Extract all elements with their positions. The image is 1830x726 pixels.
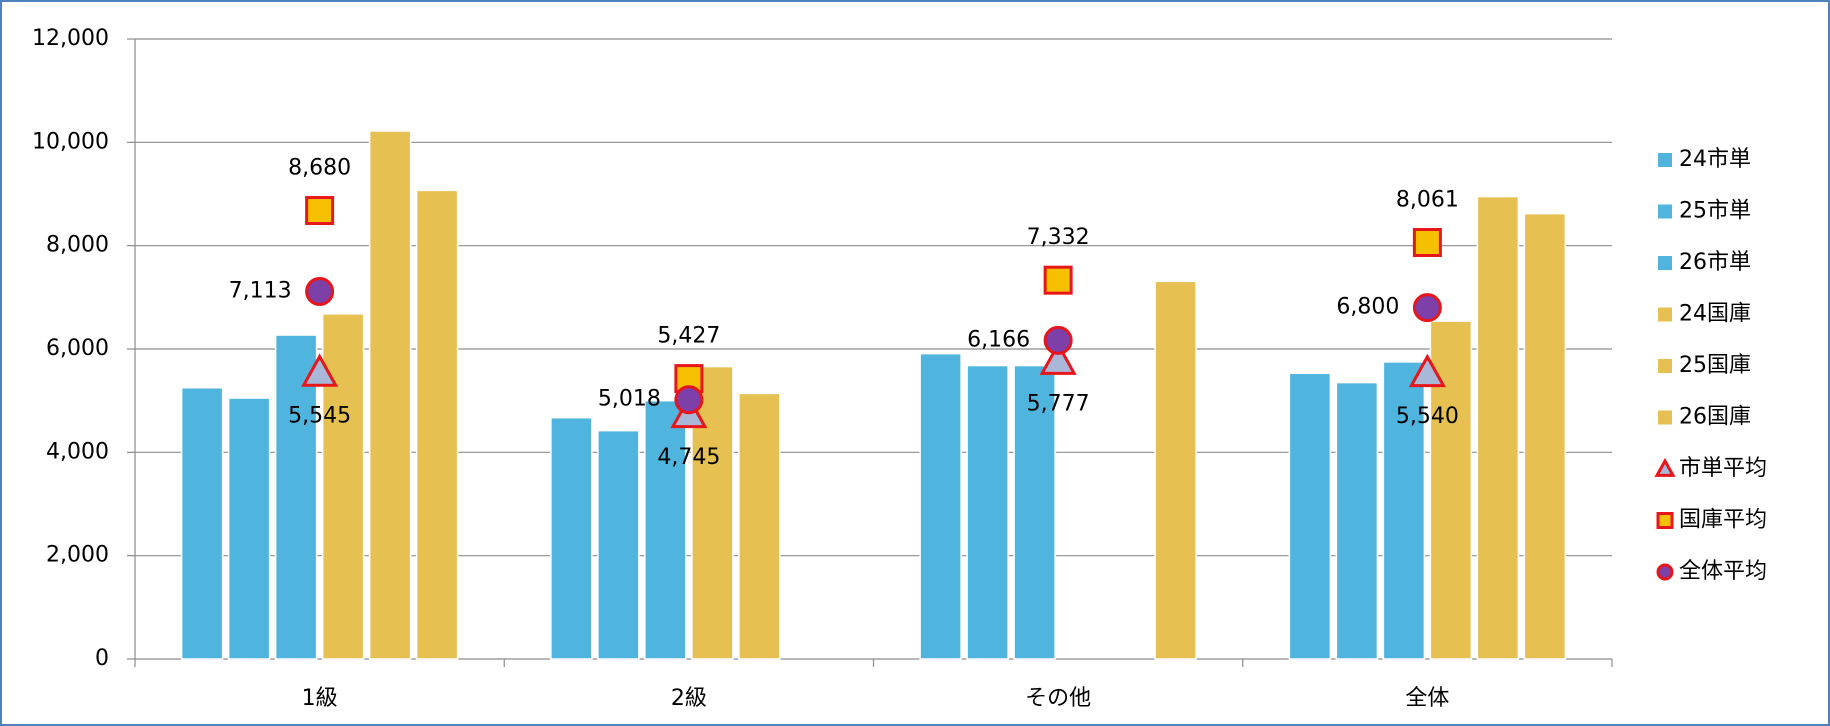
data-label: 5,540	[1396, 404, 1459, 429]
data-label: 7,113	[229, 278, 292, 303]
average-marker	[1039, 341, 1077, 375]
bar	[1013, 364, 1056, 660]
average-marker	[301, 353, 339, 387]
legend-swatch	[1658, 153, 1672, 167]
legend-label: 25国庫	[1679, 353, 1751, 378]
legend-label: 国庫平均	[1679, 508, 1767, 533]
x-tick-label: その他	[1025, 686, 1091, 711]
data-label: 6,166	[967, 327, 1030, 352]
legend-label: 市単平均	[1679, 456, 1767, 481]
bar	[919, 352, 962, 660]
average-marker	[1412, 293, 1442, 323]
data-label: 5,427	[657, 324, 720, 349]
bar	[550, 416, 593, 660]
bar	[1335, 381, 1379, 660]
bar	[738, 392, 781, 660]
bar	[1523, 212, 1567, 660]
data-label: 7,332	[1027, 225, 1090, 250]
data-label: 5,777	[1027, 392, 1090, 417]
average-marker	[305, 276, 335, 306]
bar	[227, 397, 271, 660]
legend-marker	[1656, 563, 1674, 581]
y-tick-label: 2,000	[46, 543, 109, 568]
bar	[1476, 195, 1520, 660]
data-label: 5,545	[288, 404, 351, 429]
y-tick-label: 6,000	[46, 336, 109, 361]
legend-swatch	[1658, 204, 1672, 219]
bar	[274, 334, 318, 660]
bar	[966, 364, 1009, 660]
average-marker	[305, 196, 335, 226]
average-marker	[674, 385, 704, 415]
data-label: 6,800	[1336, 295, 1399, 320]
legend-marker	[1656, 512, 1674, 529]
legend-label: 26市単	[1679, 250, 1751, 275]
legend-swatch	[1658, 410, 1672, 425]
bar	[1288, 372, 1332, 660]
data-label: 4,745	[657, 445, 720, 470]
bar	[180, 387, 224, 660]
y-tick-label: 4,000	[46, 439, 109, 464]
y-tick-label: 8,000	[46, 233, 109, 258]
average-marker	[1043, 325, 1073, 355]
y-tick-label: 12,000	[32, 26, 109, 51]
x-tick-label: 全体	[1405, 686, 1449, 711]
bar	[1382, 361, 1426, 660]
legend-label: 全体平均	[1679, 559, 1767, 584]
legend-swatch	[1658, 359, 1672, 373]
average-marker	[1412, 228, 1442, 258]
legend-swatch	[1658, 307, 1672, 322]
x-tick-label: 1級	[302, 686, 338, 711]
y-tick-label: 0	[95, 646, 109, 671]
data-label: 8,680	[288, 156, 351, 181]
bar	[597, 429, 640, 660]
y-tick-label: 10,000	[32, 129, 109, 154]
legend-label: 26国庫	[1679, 405, 1751, 430]
data-label: 8,061	[1396, 188, 1459, 213]
bar	[321, 313, 365, 660]
legend-swatch	[1658, 256, 1672, 270]
legend-label: 25市単	[1679, 199, 1751, 224]
average-marker	[1408, 353, 1446, 388]
legend-label: 24市単	[1679, 147, 1751, 172]
legend-marker	[1654, 457, 1676, 477]
data-label: 5,018	[598, 387, 661, 412]
legend-label: 24国庫	[1679, 302, 1751, 327]
average-marker	[1043, 265, 1073, 295]
bar	[415, 189, 459, 660]
bar	[1154, 280, 1197, 660]
bar	[644, 399, 687, 660]
x-tick-label: 2級	[671, 686, 707, 711]
bar	[368, 130, 412, 660]
